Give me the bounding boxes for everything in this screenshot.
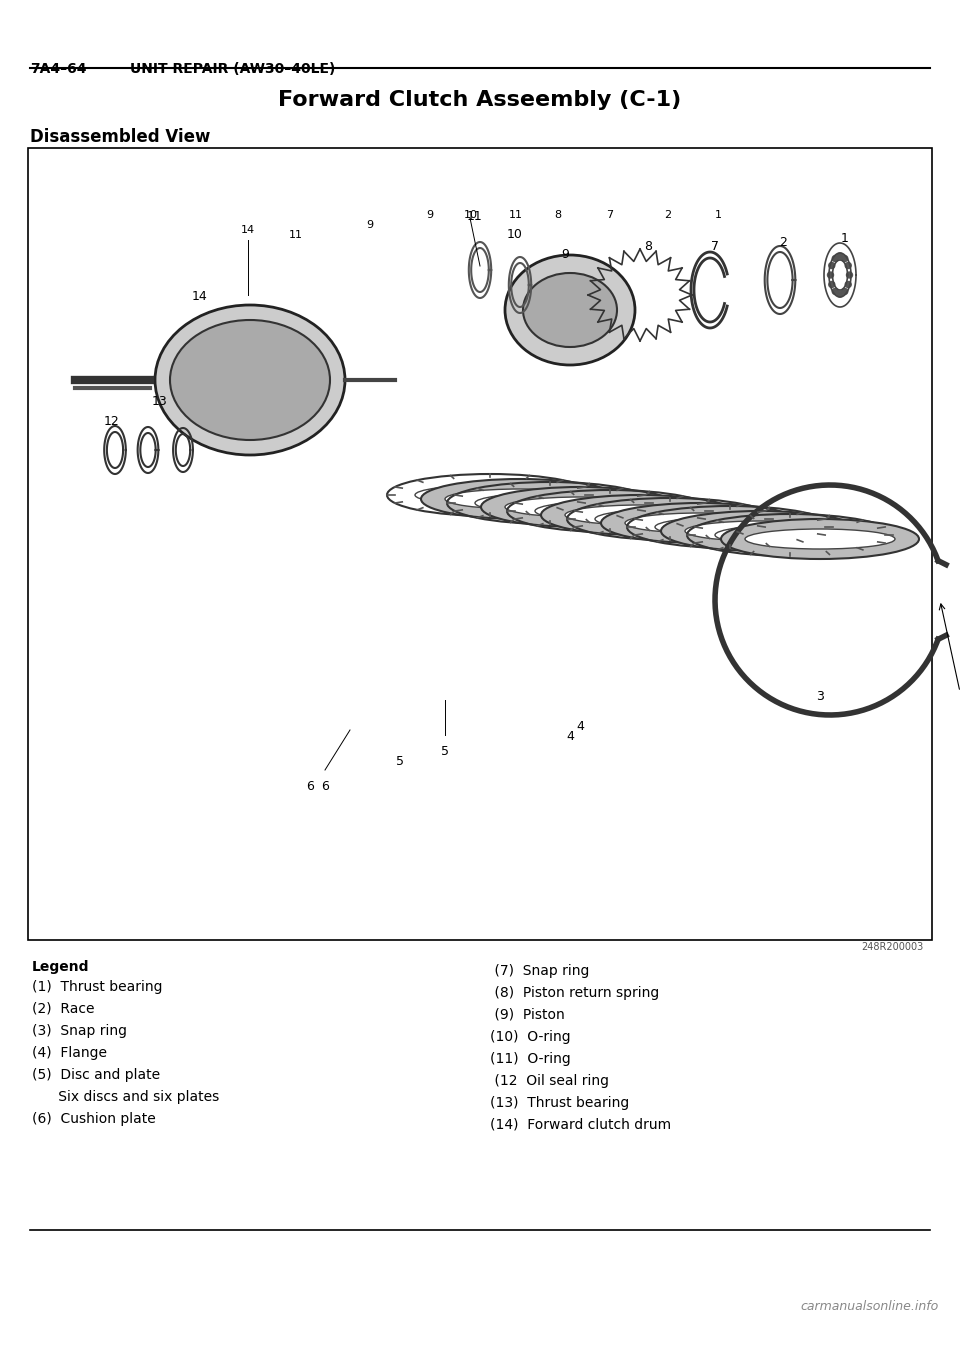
Ellipse shape: [505, 497, 655, 517]
Ellipse shape: [595, 509, 745, 530]
Circle shape: [845, 262, 852, 269]
FancyBboxPatch shape: [28, 148, 932, 940]
Circle shape: [837, 291, 843, 297]
Circle shape: [842, 255, 848, 262]
Text: (8)  Piston return spring: (8) Piston return spring: [490, 986, 660, 999]
Circle shape: [842, 288, 848, 295]
Text: 2: 2: [664, 210, 672, 220]
Ellipse shape: [541, 496, 739, 535]
Ellipse shape: [421, 479, 619, 519]
Text: 7A4–64: 7A4–64: [30, 62, 86, 76]
Text: (2)  Race: (2) Race: [32, 1002, 94, 1016]
Text: 9: 9: [561, 249, 569, 261]
Text: 1: 1: [841, 232, 849, 244]
Circle shape: [828, 281, 835, 288]
Circle shape: [837, 253, 843, 259]
Ellipse shape: [565, 505, 715, 526]
Ellipse shape: [625, 513, 775, 532]
Text: 2: 2: [780, 236, 787, 249]
Text: 8: 8: [555, 210, 562, 220]
Text: (10)  O-ring: (10) O-ring: [490, 1029, 570, 1044]
Text: 4: 4: [566, 731, 574, 743]
Text: (7)  Snap ring: (7) Snap ring: [490, 964, 589, 978]
Text: 3: 3: [816, 690, 824, 703]
Ellipse shape: [415, 485, 565, 505]
Text: UNIT REPAIR (AW30–40LE): UNIT REPAIR (AW30–40LE): [130, 62, 335, 76]
Ellipse shape: [523, 273, 617, 348]
Text: 9: 9: [367, 220, 373, 230]
Ellipse shape: [721, 519, 919, 559]
Circle shape: [832, 288, 838, 295]
Text: (9)  Piston: (9) Piston: [490, 1008, 564, 1023]
Text: 13: 13: [152, 395, 168, 407]
Text: 11: 11: [509, 210, 523, 220]
Circle shape: [847, 272, 852, 278]
Text: 1: 1: [714, 210, 722, 220]
Text: 5: 5: [441, 746, 449, 758]
Ellipse shape: [475, 493, 625, 513]
Text: (13)  Thrust bearing: (13) Thrust bearing: [490, 1096, 629, 1109]
Circle shape: [828, 272, 833, 278]
Ellipse shape: [170, 320, 330, 440]
Text: (14)  Forward clutch drum: (14) Forward clutch drum: [490, 1118, 671, 1133]
Text: carmanualsonline.info: carmanualsonline.info: [801, 1300, 939, 1313]
Ellipse shape: [745, 530, 895, 549]
Ellipse shape: [655, 517, 805, 536]
Ellipse shape: [535, 501, 685, 521]
Ellipse shape: [661, 511, 859, 551]
Ellipse shape: [601, 502, 799, 543]
Text: (6)  Cushion plate: (6) Cushion plate: [32, 1112, 156, 1126]
Text: 11: 11: [468, 210, 483, 223]
Circle shape: [832, 255, 838, 262]
Text: (3)  Snap ring: (3) Snap ring: [32, 1024, 127, 1038]
Text: 5: 5: [396, 755, 404, 769]
Text: 9: 9: [426, 210, 434, 220]
Text: (12  Oil seal ring: (12 Oil seal ring: [490, 1074, 609, 1088]
Ellipse shape: [505, 255, 635, 365]
Ellipse shape: [155, 306, 345, 455]
Text: (11)  O-ring: (11) O-ring: [490, 1052, 571, 1066]
Text: 4: 4: [576, 720, 584, 733]
Text: 14: 14: [192, 291, 208, 303]
Circle shape: [828, 262, 835, 269]
Text: 10: 10: [464, 210, 478, 220]
Ellipse shape: [445, 489, 595, 509]
Text: 7: 7: [607, 210, 613, 220]
Text: (4)  Flange: (4) Flange: [32, 1046, 107, 1061]
Ellipse shape: [685, 521, 835, 540]
Text: 8: 8: [644, 240, 652, 253]
Text: Six discs and six plates: Six discs and six plates: [32, 1090, 219, 1104]
Text: 10: 10: [507, 228, 523, 240]
Text: 248R200003: 248R200003: [862, 942, 924, 952]
Text: (5)  Disc and plate: (5) Disc and plate: [32, 1067, 160, 1082]
Text: (1)  Thrust bearing: (1) Thrust bearing: [32, 980, 162, 994]
Circle shape: [845, 281, 852, 288]
Text: 7: 7: [711, 240, 719, 253]
Text: Legend: Legend: [32, 960, 89, 974]
Text: 6: 6: [321, 779, 329, 793]
Text: 6: 6: [306, 779, 314, 793]
Text: Disassembled View: Disassembled View: [30, 128, 210, 147]
Text: 11: 11: [289, 230, 303, 240]
Ellipse shape: [481, 488, 679, 527]
Text: 12: 12: [104, 416, 120, 428]
Text: 14: 14: [241, 225, 255, 235]
Ellipse shape: [715, 526, 865, 545]
Text: Forward Clutch Asseembly (C-1): Forward Clutch Asseembly (C-1): [278, 90, 682, 110]
